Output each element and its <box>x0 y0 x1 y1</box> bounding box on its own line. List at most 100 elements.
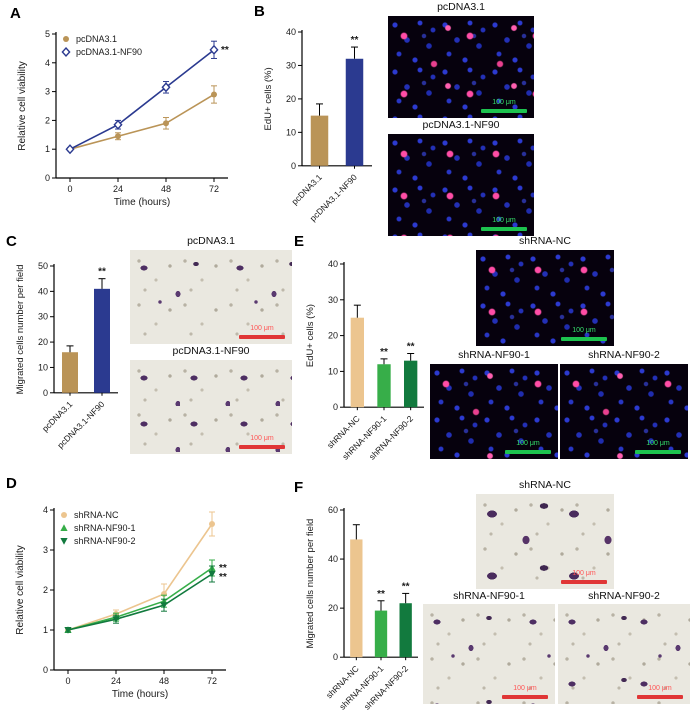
svg-text:2: 2 <box>45 115 50 125</box>
panel-label-d: D <box>6 475 17 492</box>
svg-text:10: 10 <box>38 362 48 372</box>
svg-text:0: 0 <box>65 676 70 686</box>
panel-label-b: B <box>254 3 265 20</box>
image-title-shrna-nc: shRNA-NC <box>519 235 571 247</box>
migration-image-shrna-nc: 100 μm <box>476 494 614 589</box>
migration-image-shrna-nf90-1: 100 μm <box>423 604 555 704</box>
panel-a-viability-line-chart: 0 1 2 3 4 5 Relative cell viability 0 24 48 72 Time… <box>17 29 229 208</box>
scale-bar <box>502 695 548 699</box>
image-title-shrna-nc: shRNA-NC <box>519 479 571 491</box>
svg-text:3: 3 <box>45 87 50 97</box>
svg-text:shRNA-NF90-1: shRNA-NF90-1 <box>74 523 136 533</box>
svg-text:40: 40 <box>328 259 338 269</box>
edu-positive-cells-overlay <box>388 134 534 236</box>
svg-text:Time (hours): Time (hours) <box>114 197 170 208</box>
svg-text:30: 30 <box>286 60 296 70</box>
svg-text:30: 30 <box>38 312 48 322</box>
panel-label-a: A <box>10 5 21 22</box>
svg-text:20: 20 <box>328 603 338 613</box>
scale-bar <box>239 335 285 339</box>
svg-text:**: ** <box>402 581 410 592</box>
stained-cells-overlay <box>558 604 690 704</box>
svg-text:0: 0 <box>67 184 72 194</box>
svg-text:pcDNA3.1-NF90: pcDNA3.1-NF90 <box>76 47 142 57</box>
scale-bar-label: 100 μm <box>250 435 274 442</box>
panel-label-f: F <box>294 479 304 496</box>
edu-image-shrna-nf90-2: 100 μm <box>560 364 688 459</box>
scale-bar <box>637 695 683 699</box>
svg-text:30: 30 <box>328 295 338 305</box>
panel-label-c: C <box>6 233 17 250</box>
svg-text:Migrated cells number per fiel: Migrated cells number per field <box>15 264 26 394</box>
svg-text:40: 40 <box>38 286 48 296</box>
svg-text:0: 0 <box>43 388 48 398</box>
svg-text:Relative cell viability: Relative cell viability <box>17 61 28 150</box>
edu-image-shrna-nc: 100 μm <box>476 250 614 346</box>
svg-text:72: 72 <box>209 184 219 194</box>
svg-text:24: 24 <box>111 676 121 686</box>
svg-text:0: 0 <box>43 665 48 675</box>
svg-text:Time (hours): Time (hours) <box>112 689 168 700</box>
scale-bar-label: 100 μm <box>492 99 516 106</box>
image-title-shrna-nf90-1: shRNA-NF90-1 <box>453 590 525 602</box>
svg-text:**: ** <box>377 589 385 600</box>
svg-text:40: 40 <box>286 27 296 37</box>
stained-cells-overlay <box>423 604 555 704</box>
image-title-shrna-nf90-2: shRNA-NF90-2 <box>588 349 660 361</box>
svg-text:pcDNA3.1: pcDNA3.1 <box>76 34 117 44</box>
svg-text:20: 20 <box>328 331 338 341</box>
panel-c-migration-bar-chart: 0 10 20 30 40 50 Migrated cells number per fie… <box>15 261 118 450</box>
svg-text:1: 1 <box>45 144 50 154</box>
svg-text:pcDNA3.1: pcDNA3.1 <box>289 172 324 207</box>
svg-text:0: 0 <box>333 652 338 662</box>
scale-bar <box>561 337 607 341</box>
edu-positive-cells-overlay <box>388 16 534 118</box>
image-title-pcdna31-nf90: pcDNA3.1-NF90 <box>422 119 500 131</box>
svg-text:**: ** <box>351 35 359 46</box>
svg-text:4: 4 <box>45 58 50 68</box>
image-title-pcdna31: pcDNA3.1 <box>187 235 235 247</box>
scale-bar-label: 100 μm <box>492 217 516 224</box>
edu-positive-cells-overlay <box>476 250 614 346</box>
edu-image-pcdna31-nf90: 100 μm <box>388 134 534 236</box>
svg-text:Migrated cells number per fiel: Migrated cells number per field <box>305 519 316 649</box>
svg-text:3: 3 <box>43 545 48 555</box>
edu-positive-cells-overlay <box>560 364 688 459</box>
svg-text:24: 24 <box>113 184 123 194</box>
svg-text:60: 60 <box>328 505 338 515</box>
scale-bar <box>505 450 551 454</box>
svg-text:0: 0 <box>333 402 338 412</box>
svg-text:20: 20 <box>286 94 296 104</box>
svg-text:48: 48 <box>161 184 171 194</box>
svg-text:Relative cell viability: Relative cell viability <box>15 545 26 634</box>
panel-label-e: E <box>294 233 305 250</box>
scale-bar-label: 100 μm <box>572 327 596 334</box>
stained-cells-overlay <box>476 494 614 589</box>
scale-bar <box>635 450 681 454</box>
svg-text:4: 4 <box>43 505 48 515</box>
svg-text:10: 10 <box>328 366 338 376</box>
svg-text:40: 40 <box>328 554 338 564</box>
svg-text:**: ** <box>380 347 388 358</box>
scale-bar-label: 100 μm <box>648 685 672 692</box>
svg-text:**: ** <box>219 572 227 583</box>
stained-cells-overlay <box>130 360 292 454</box>
svg-text:shRNA-NF90-2: shRNA-NF90-2 <box>74 536 136 546</box>
scale-bar-label: 100 μm <box>516 440 540 447</box>
panel-f-migration-bar-chart: 0 20 40 60 Migrated cells number per field sh… <box>305 505 418 712</box>
svg-text:**: ** <box>407 342 415 353</box>
scale-bar-label: 100 μm <box>250 325 274 332</box>
svg-text:50: 50 <box>38 261 48 271</box>
scale-bar <box>561 580 607 584</box>
svg-text:shRNA-NC: shRNA-NC <box>74 510 119 520</box>
edu-image-pcdna31: 100 μm <box>388 16 534 118</box>
svg-text:shRNA-NF90-2: shRNA-NF90-2 <box>362 663 410 711</box>
scale-bar <box>481 109 527 113</box>
scale-bar-label: 100 μm <box>646 440 670 447</box>
svg-text:20: 20 <box>38 337 48 347</box>
svg-text:EdU+ cells (%): EdU+ cells (%) <box>263 67 274 130</box>
image-title-shrna-nf90-2: shRNA-NF90-2 <box>588 590 660 602</box>
svg-text:**: ** <box>219 563 227 574</box>
